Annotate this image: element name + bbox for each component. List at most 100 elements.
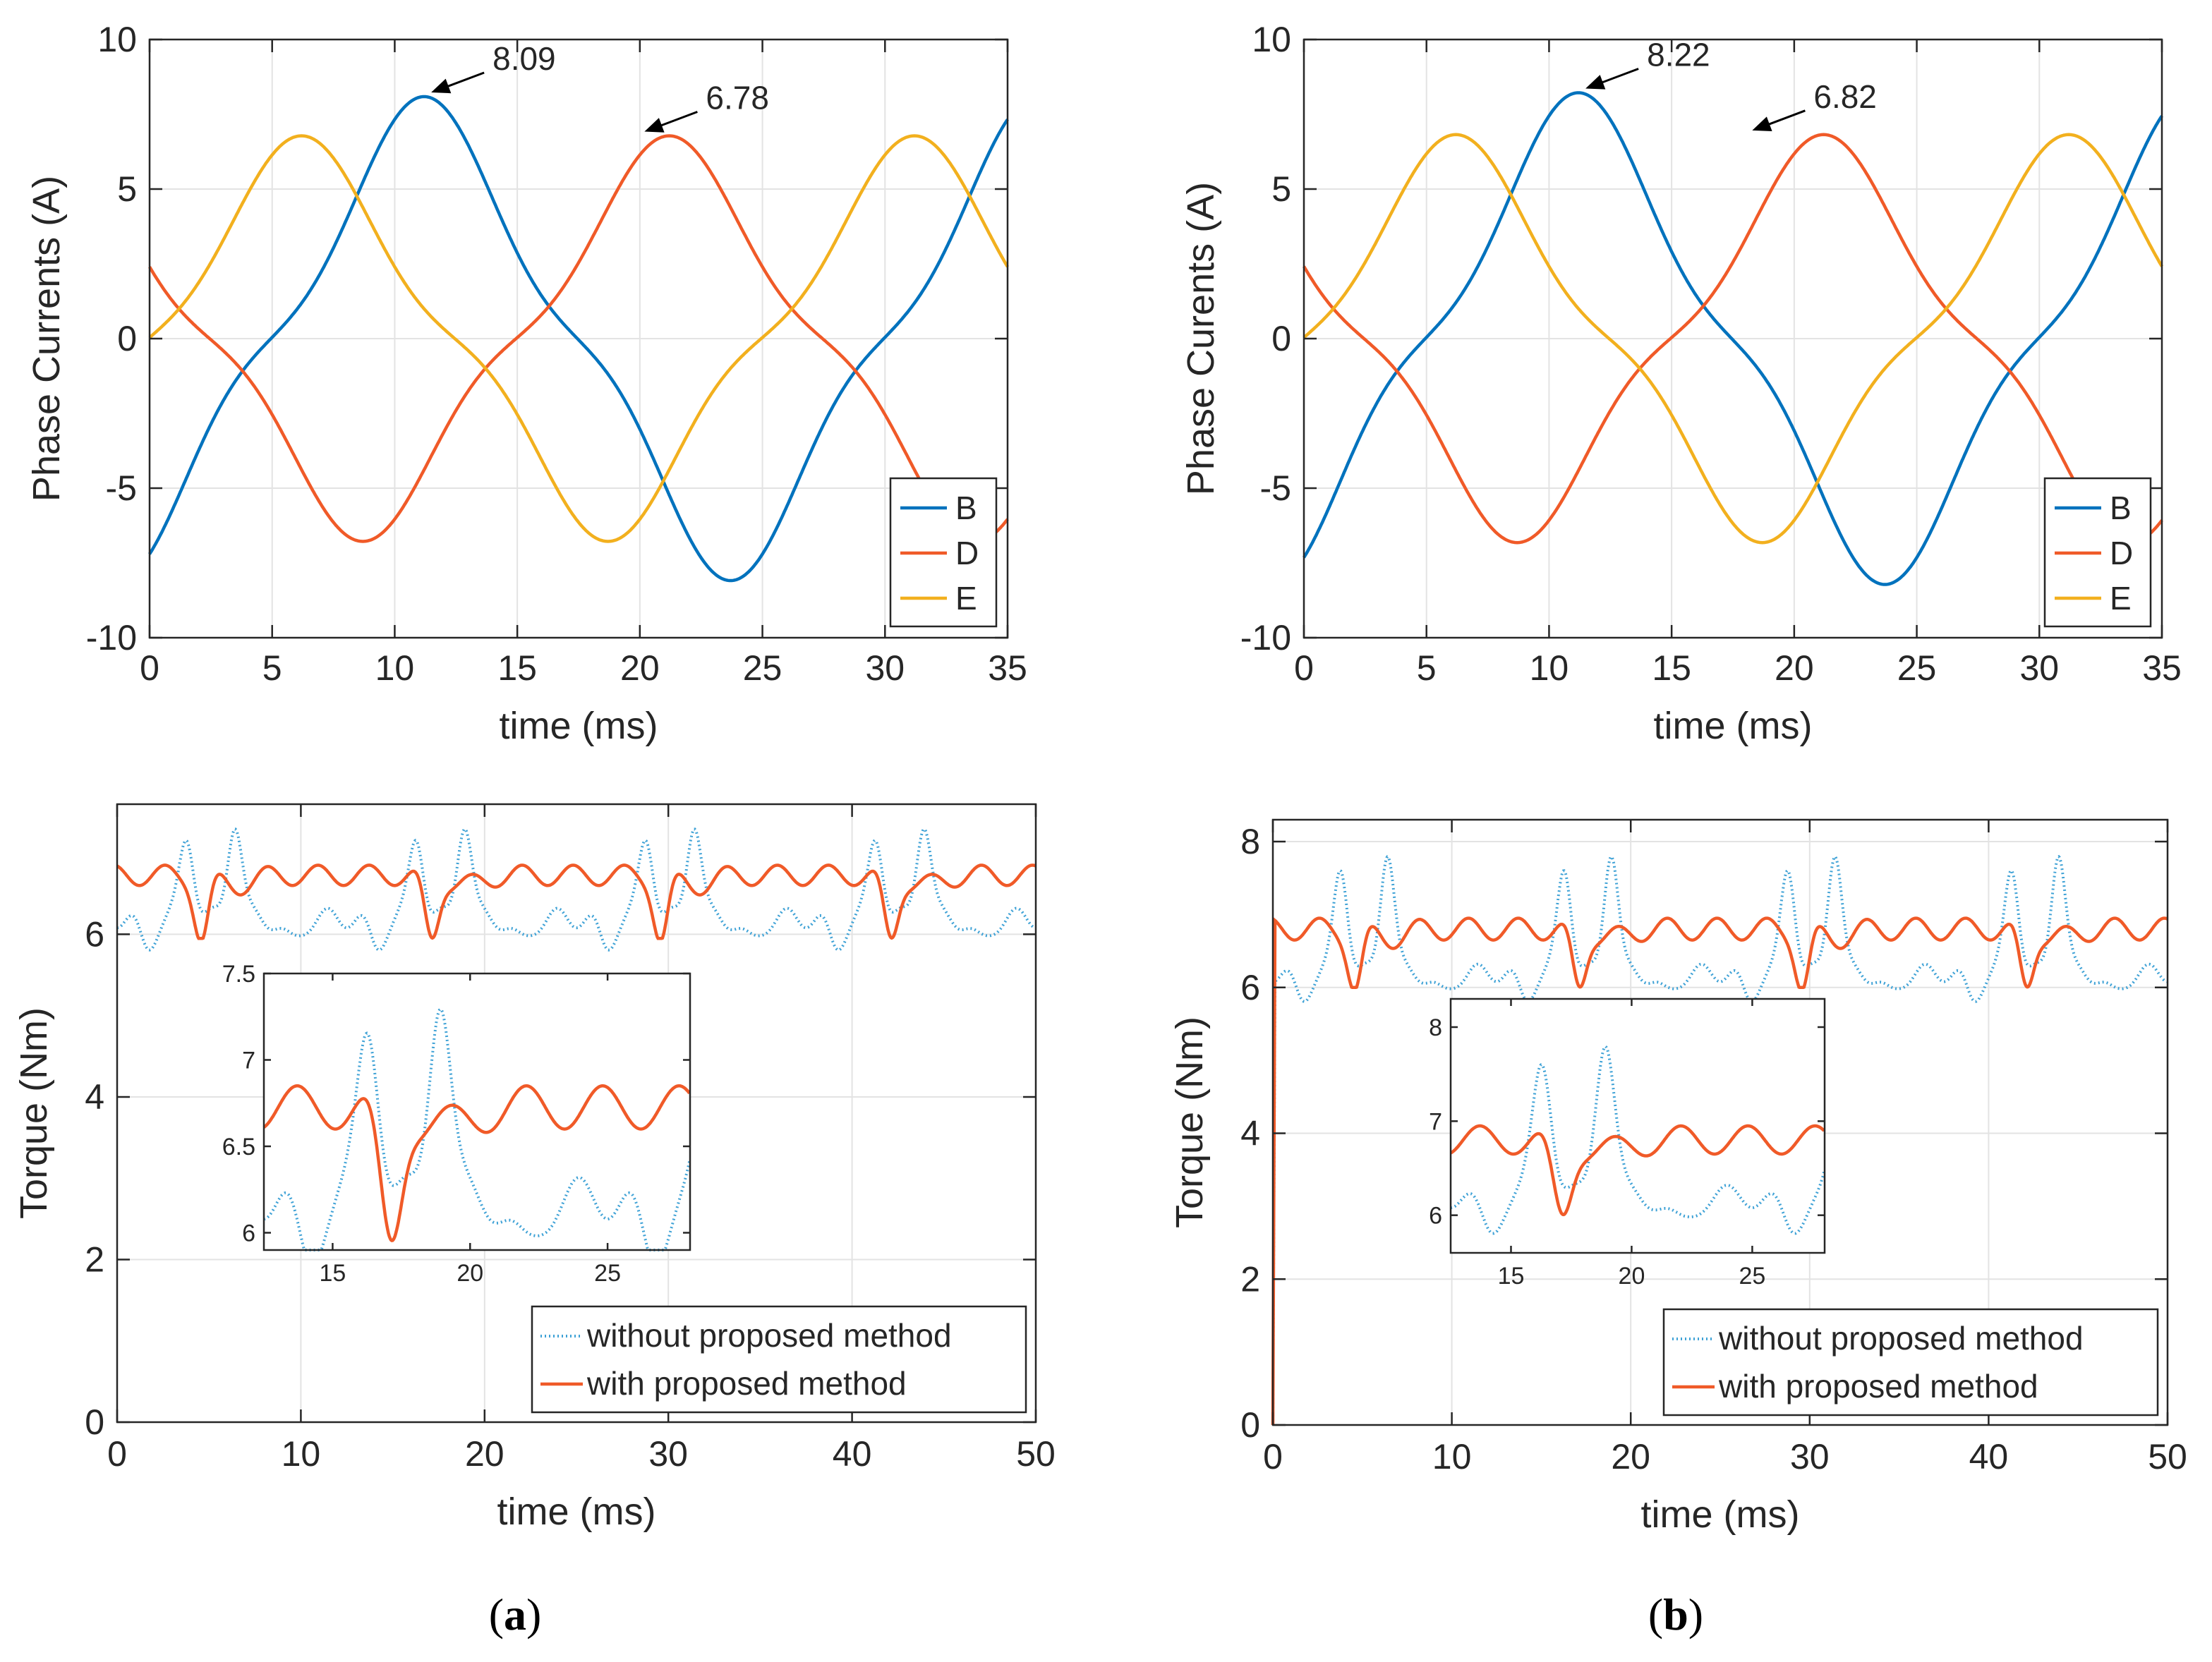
annotation-arrow-head [431, 78, 452, 94]
y-tick-label: 6 [1240, 968, 1260, 1007]
legend-box [531, 1305, 1027, 1414]
series-line-E [148, 134, 1009, 543]
x-tick-label: 40 [833, 1434, 872, 1474]
annotation-label: 8.09 [492, 40, 556, 77]
y-tick-label: 8 [1240, 822, 1260, 861]
y-tick-label: -10 [1240, 618, 1291, 657]
x-tick-label: 30 [648, 1434, 688, 1474]
x-tick-label: 10 [282, 1434, 321, 1474]
y-tick-label: 2 [85, 1239, 104, 1279]
inset: 15 20 25 6 7 8 [1429, 997, 1826, 1290]
annotation-arrow-head [1752, 116, 1772, 132]
x-tick-label: 0 [107, 1434, 127, 1474]
torque-frame [116, 803, 1037, 1424]
x-tick-label: 35 [988, 648, 1027, 688]
panel-label-b-letter: b [1663, 1589, 1688, 1639]
panel-label-a: (a) [489, 1589, 542, 1639]
y-axis-label: Phase Curents (A) [1180, 182, 1222, 495]
legend-box [1662, 1308, 2159, 1417]
x-tick-label: 50 [1016, 1434, 1056, 1474]
x-tick-label: 0 [1263, 1437, 1283, 1476]
legend-label-D: D [2110, 535, 2133, 571]
x-tick-label: 35 [2142, 648, 2182, 688]
x-tick-label: 20 [1775, 648, 1814, 688]
annotation-label: 6.78 [706, 80, 769, 116]
x-tick-label: 5 [1417, 648, 1437, 688]
panel-label-a-letter: a [504, 1589, 526, 1639]
x-tick-label: 25 [1739, 1263, 1766, 1290]
y-axis-label: Torque (Nm) [13, 1007, 55, 1219]
x-tick-label: 15 [320, 1260, 346, 1287]
legend-label-1: with proposed method [586, 1365, 907, 1402]
series-line-D [1303, 133, 2163, 545]
x-tick-label: 25 [594, 1260, 621, 1287]
x-tick-label: 50 [2148, 1437, 2187, 1476]
x-tick-label: 0 [140, 648, 159, 688]
y-tick-label: 5 [117, 169, 137, 209]
x-tick-label: 10 [1432, 1437, 1472, 1476]
legend-label-B: B [955, 490, 977, 526]
legend: without proposed method with proposed met… [531, 1305, 1027, 1414]
y-tick-label: 6.5 [222, 1134, 255, 1160]
legend-label-B: B [2110, 490, 2132, 526]
y-tick-label: 6 [85, 914, 104, 954]
y-tick-label: 7 [242, 1048, 255, 1074]
annotation-arrow-head [644, 118, 665, 133]
x-tick-label: 10 [375, 648, 415, 688]
inset-line-without-proposed-method [263, 1007, 691, 1251]
y-tick-label: 7 [1429, 1108, 1442, 1135]
series-line-B [148, 95, 1009, 583]
x-tick-label: 20 [620, 648, 660, 688]
x-tick-label: 25 [1897, 648, 1937, 688]
legend-label-E: E [2110, 580, 2132, 617]
x-tick-label: 20 [457, 1260, 483, 1287]
series-line-without-proposed-method [116, 827, 1037, 952]
y-tick-label: 6 [242, 1220, 255, 1247]
series-line-E [1303, 133, 2163, 545]
y-tick-label: 7.5 [222, 961, 255, 988]
x-tick-label: 20 [1619, 1263, 1645, 1290]
series-line-D [148, 134, 1009, 543]
x-tick-label: 30 [2019, 648, 2059, 688]
y-tick-label: 5 [1271, 169, 1291, 209]
x-tick-label: 20 [465, 1434, 504, 1474]
inset-line-with-proposed-method [1449, 1124, 1825, 1217]
y-tick-label: 10 [97, 20, 137, 59]
y-axis-label: Phase Currents (A) [25, 176, 68, 502]
panel-label-b: (b) [1648, 1589, 1703, 1639]
y-tick-label: 6 [1429, 1203, 1442, 1230]
x-tick-label: 15 [1498, 1263, 1525, 1290]
legend-label-0: without proposed method [1718, 1320, 2084, 1357]
y-tick-label: 0 [85, 1402, 104, 1442]
legend: BDE [889, 477, 998, 628]
y-tick-label: -5 [106, 468, 137, 508]
y-axis-label: Torque (Nm) [1168, 1017, 1211, 1228]
x-tick-label: 20 [1611, 1437, 1650, 1476]
annotation-label: 6.82 [1813, 78, 1877, 115]
x-tick-label: 40 [1969, 1437, 2009, 1476]
series-line-B [1303, 91, 2163, 586]
inset-plot-area [1451, 999, 1825, 1253]
legend: without proposed method with proposed met… [1662, 1308, 2159, 1417]
legend-label-D: D [955, 535, 979, 571]
y-tick-label: 0 [117, 319, 137, 358]
x-tick-label: 15 [497, 648, 537, 688]
inset-plot-area [264, 973, 690, 1250]
x-tick-label: 0 [1294, 648, 1314, 688]
legend-label-0: without proposed method [586, 1317, 952, 1354]
x-tick-label: 15 [1652, 648, 1691, 688]
x-tick-label: 10 [1530, 648, 1569, 688]
inset-line-with-proposed-method [262, 1084, 691, 1242]
y-tick-label: 2 [1240, 1259, 1260, 1299]
annotation-label: 8.22 [1647, 36, 1710, 73]
legend-label-E: E [955, 580, 977, 617]
x-axis-label: time (ms) [1641, 1493, 1800, 1536]
legend-label-1: with proposed method [1718, 1368, 2038, 1405]
y-tick-label: 8 [1429, 1014, 1442, 1041]
y-tick-label: -10 [86, 618, 137, 657]
legend: BDE [2043, 477, 2152, 628]
y-tick-label: 4 [1240, 1114, 1260, 1153]
panel-a-torque: 0 10 20 30 40 50 0 2 4 6 15 20 25 6 6.5 7 7.5 without pro… [13, 803, 1056, 1533]
series-line-with-proposed-method [116, 863, 1037, 940]
